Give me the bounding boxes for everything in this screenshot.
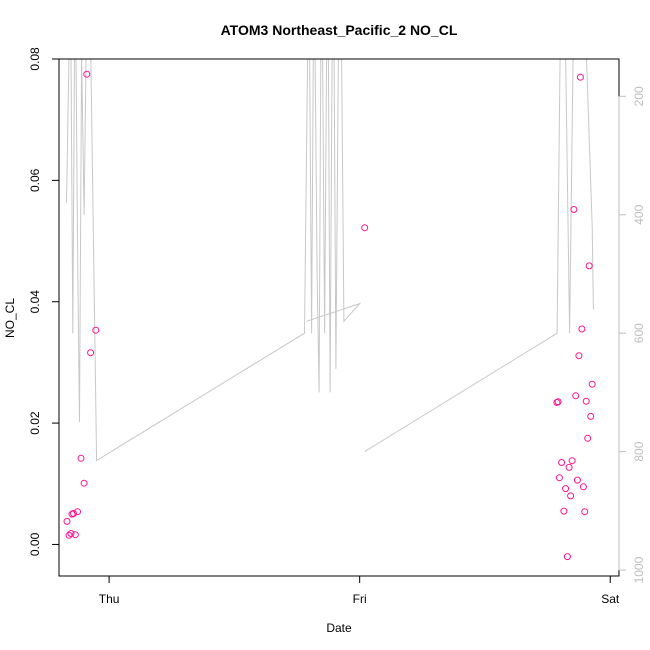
data-point [572, 392, 580, 400]
data-point [587, 412, 595, 420]
data-point [63, 517, 71, 525]
data-point [576, 73, 584, 81]
data-point [588, 380, 596, 388]
plot-area [63, 59, 596, 561]
right-tick-label: 600 [632, 323, 646, 343]
data-point [71, 531, 79, 539]
right-tick-label: 400 [632, 204, 646, 224]
data-point [67, 530, 75, 537]
data-point [573, 476, 581, 484]
right-tick-label: 1000 [632, 556, 646, 583]
chart-title: ATOM3 Northeast_Pacific_2 NO_CL [221, 22, 458, 38]
x-tick-label: Sat [601, 592, 620, 606]
data-point [562, 485, 570, 493]
x-tick-label: Thu [99, 592, 120, 606]
x-axis-label: Date [326, 621, 352, 635]
y-axis-label: NO_CL [3, 298, 17, 338]
data-point [87, 349, 95, 357]
data-point [584, 434, 592, 442]
data-point [585, 262, 593, 270]
data-point [83, 70, 91, 78]
data-point [92, 326, 100, 334]
y-tick-label: 0.06 [28, 168, 42, 192]
data-point [582, 397, 590, 405]
y-axis: 0.00 0.02 0.04 0.06 0.08 [28, 47, 60, 556]
data-point [361, 224, 369, 232]
series-line-altitude [66, 59, 362, 462]
data-point [563, 553, 571, 561]
data-point [558, 459, 566, 466]
data-point [77, 454, 85, 462]
data-point [555, 474, 563, 482]
data-point [581, 508, 589, 516]
data-point [70, 510, 77, 517]
data-point [554, 398, 562, 406]
x-axis: Thu Fri Sat [99, 575, 620, 606]
data-point [74, 508, 81, 516]
y-tick-label: 0.00 [28, 532, 42, 556]
data-points [63, 70, 596, 561]
altitude-lines [66, 59, 594, 462]
y-tick-label: 0.02 [28, 411, 42, 435]
x-tick-label: Fri [353, 592, 367, 606]
y-tick-label: 0.08 [28, 47, 42, 71]
data-point [579, 483, 587, 491]
data-point [575, 352, 583, 360]
y-tick-label: 0.04 [28, 290, 42, 314]
right-tick-label: 200 [632, 86, 646, 106]
data-point [578, 325, 586, 333]
right-axis: 200 400 600 800 1000 [618, 86, 646, 583]
data-point [568, 457, 576, 465]
data-point [80, 479, 88, 487]
right-tick-label: 800 [632, 441, 646, 461]
data-point [570, 206, 578, 213]
data-point [560, 507, 568, 515]
series-line-altitude-tail [364, 59, 594, 453]
data-point [567, 492, 575, 500]
data-point [565, 463, 573, 471]
data-point [553, 399, 561, 406]
